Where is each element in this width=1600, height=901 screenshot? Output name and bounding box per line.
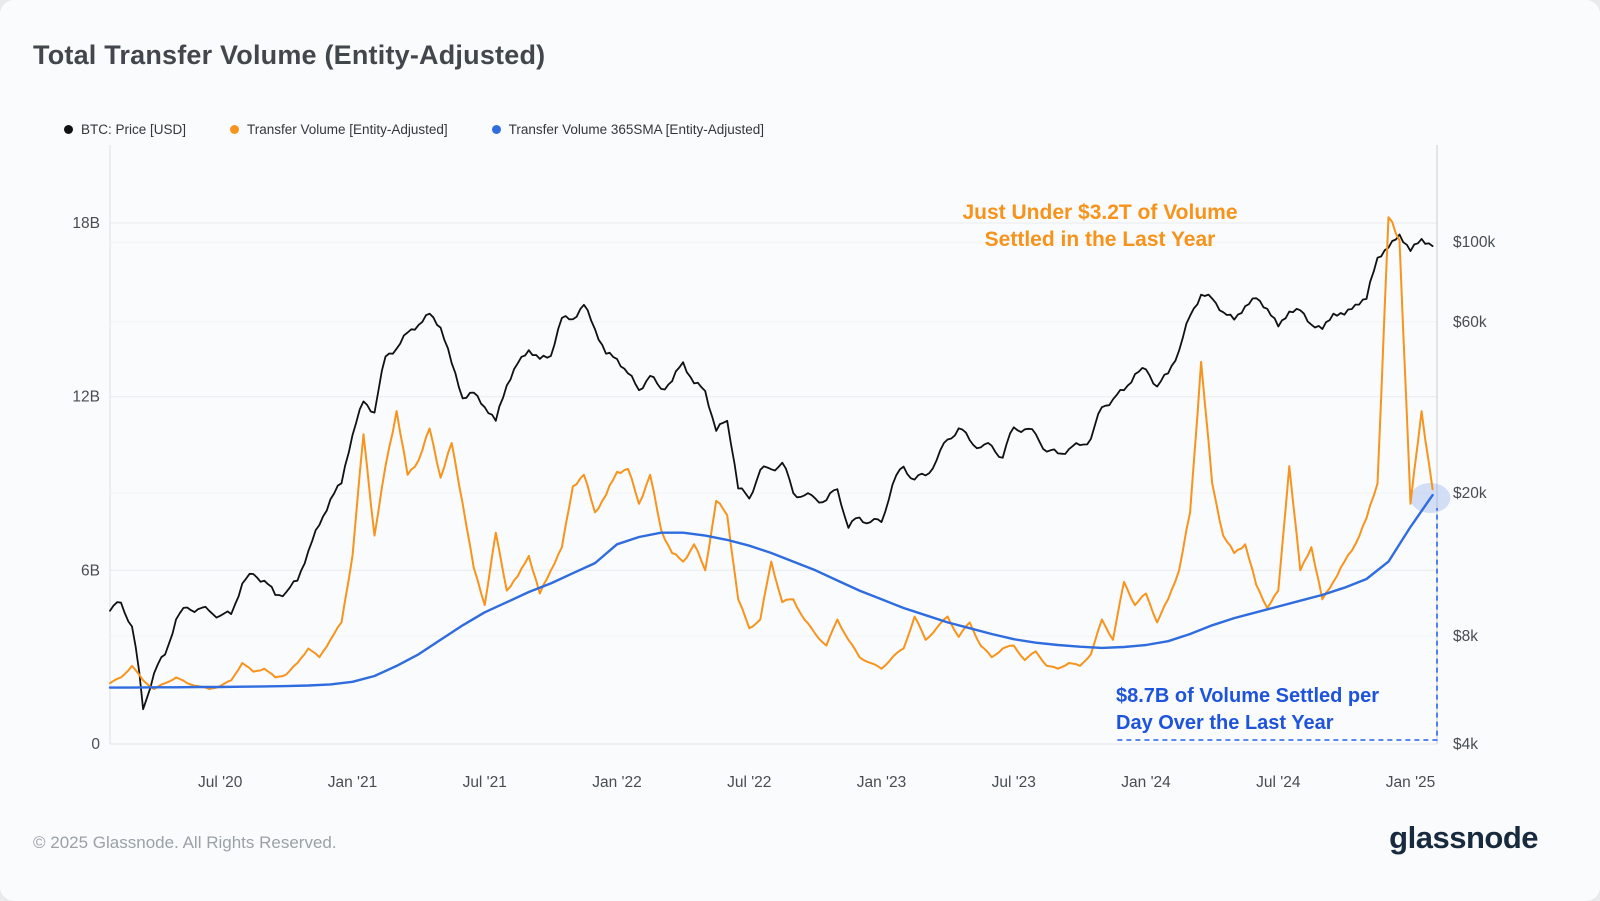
last-year-bracket	[1117, 508, 1438, 741]
series-btc-price[interactable]	[109, 233, 1434, 711]
y-axis-left-tick-label: 12B	[72, 389, 100, 406]
legend-label: Transfer Volume [Entity-Adjusted]	[247, 122, 448, 137]
chart-title: Total Transfer Volume (Entity-Adjusted)	[33, 40, 546, 70]
annotation-total-volume-line2: Settled in the Last Year	[984, 228, 1216, 251]
legend-dot-icon	[230, 125, 240, 134]
x-axis-tick-label: Jan '23	[857, 774, 907, 791]
x-axis-tick-label: Jul '21	[463, 774, 507, 791]
series-transfer-volume[interactable]	[109, 216, 1434, 690]
y-axis-right-tick-label: $60k	[1453, 314, 1487, 331]
annotation-daily-volume: $8.7B of Volume Settled per Day Over the…	[1116, 683, 1456, 737]
glassnode-logo: glassnode	[1389, 820, 1538, 855]
y-axis-left-tick-label: 0	[91, 736, 100, 753]
y-axis-left-tick-label: 6B	[81, 562, 100, 579]
x-axis-tick-label: Jul '23	[992, 774, 1036, 791]
x-axis-tick-label: Jan '21	[328, 774, 378, 791]
annotation-total-volume: Just Under $3.2T of Volume Settled in th…	[850, 199, 1350, 253]
x-axis-tick-label: Jul '22	[727, 774, 771, 791]
legend-item-3[interactable]: Transfer Volume 365SMA [Entity-Adjusted]	[491, 122, 764, 137]
annotation-total-volume-line1: Just Under $3.2T of Volume	[962, 201, 1238, 224]
x-axis-tick-label: Jul '20	[198, 774, 243, 791]
x-axis-tick-label: Jul '24	[1256, 774, 1301, 791]
annotation-daily-volume-line2: Day Over the Last Year	[1116, 712, 1334, 734]
legend-dot-icon	[64, 125, 73, 134]
legend-dot-icon	[491, 125, 501, 134]
legend: BTC: Price [USD] Transfer Volume [Entity-…	[64, 122, 764, 137]
y-axis-right-tick-label: $100k	[1453, 234, 1495, 251]
y-axis-right-tick-label: $20k	[1453, 485, 1487, 502]
series-transfer-volume-365sma[interactable]	[108, 493, 1434, 689]
x-axis-tick-label: Jan '22	[592, 774, 642, 791]
y-axis-left-tick-label: 18B	[72, 215, 100, 232]
legend-label: Transfer Volume 365SMA [Entity-Adjusted]	[508, 122, 764, 137]
x-axis-tick-label: Jan '25	[1386, 774, 1436, 791]
y-axis-right-tick-label: $8k	[1453, 628, 1478, 645]
copyright-text: © 2025 Glassnode. All Rights Reserved.	[33, 833, 337, 852]
y-axis-right-tick-label: $4k	[1453, 736, 1478, 753]
annotation-daily-volume-line1: $8.7B of Volume Settled per	[1116, 685, 1380, 707]
legend-item-1[interactable]: BTC: Price [USD]	[64, 122, 186, 137]
x-axis-tick-label: Jan '24	[1121, 774, 1171, 791]
legend-label: BTC: Price [USD]	[81, 122, 187, 137]
legend-item-2[interactable]: Transfer Volume [Entity-Adjusted]	[230, 122, 448, 137]
